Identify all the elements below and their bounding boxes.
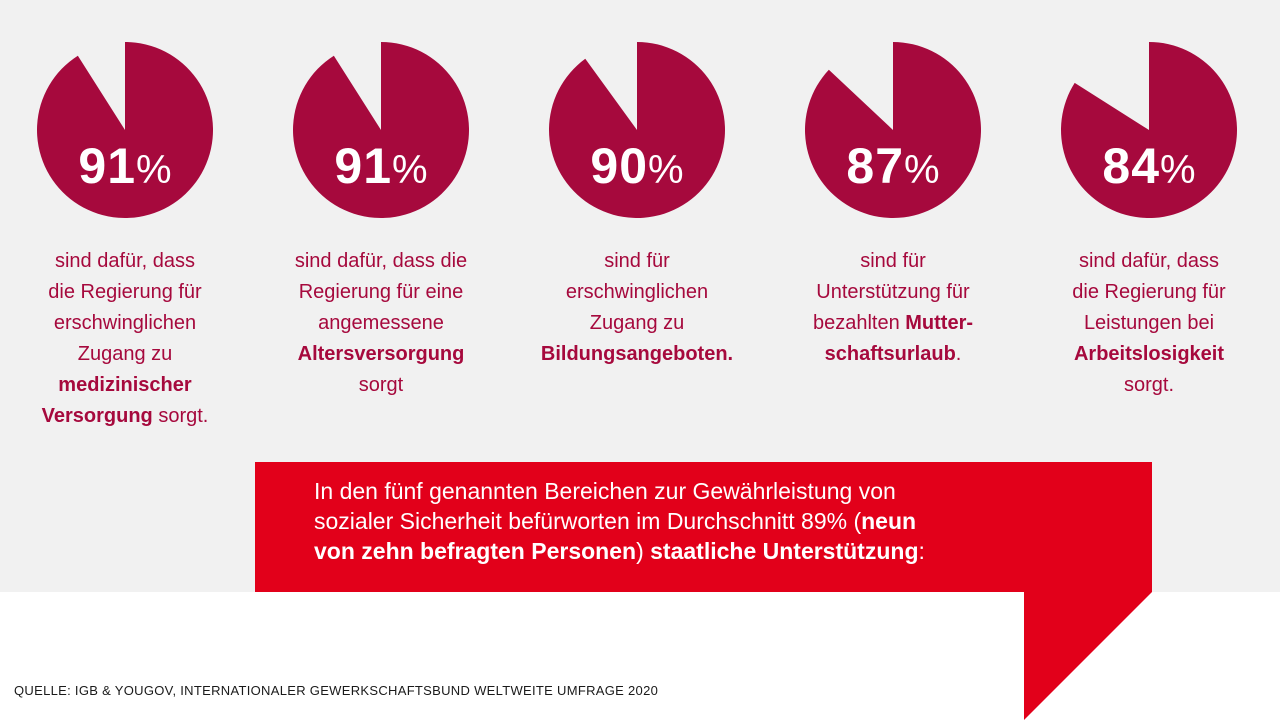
pie-slice: [805, 42, 981, 218]
percentage-label: 84%: [1024, 136, 1274, 209]
summary-line: von zehn befragten Personen) staatliche …: [314, 536, 1104, 566]
stat-description: sind für erschwinglichen Zugang zu Bildu…: [512, 246, 762, 370]
stat-arbeitslosigkeit: 84% sind dafür, dass die Regierung für L…: [1024, 0, 1274, 460]
pie-chart: [293, 42, 469, 218]
desc-line: Zugang zu: [589, 312, 685, 334]
desc-line: angemessene: [318, 312, 444, 334]
summary-text-part: :: [918, 538, 925, 564]
desc-line: sind dafür, dass die: [294, 250, 468, 272]
stat-description: sind dafür, dass die Regierung für eine …: [256, 246, 506, 401]
summary-line: sozialer Sicherheit befürworten im Durch…: [314, 506, 1104, 536]
desc-text: .: [955, 343, 962, 365]
desc-line: sind für: [604, 250, 670, 272]
summary-highlight: von zehn befragten Personen: [314, 538, 637, 564]
percentage-label: 91%: [0, 136, 250, 209]
desc-line: erschwinglichen: [53, 312, 197, 334]
summary-highlight: neun: [861, 508, 917, 534]
summary-text: In den fünf genannten Bereichen zur Gewä…: [314, 476, 1104, 566]
percentage-label: 91%: [256, 136, 506, 209]
desc-highlight: medizinischer: [58, 374, 192, 396]
percentage-value: 90: [590, 138, 649, 194]
stat-medizinische-versorgung: 91% sind dafür, dass die Regierung für e…: [0, 0, 250, 460]
percentage-value: 87: [846, 138, 905, 194]
stat-altersversorgung: 91% sind dafür, dass die Regierung für e…: [256, 0, 506, 460]
desc-line: sorgt: [358, 374, 404, 396]
desc-line: sind dafür, dass: [1078, 250, 1220, 272]
desc-highlight: Arbeitslosigkeit: [1073, 343, 1225, 365]
pie-chart: [805, 42, 981, 218]
desc-highlight: Mutter-: [905, 312, 974, 334]
pie-chart: [37, 42, 213, 218]
percent-sign: %: [904, 148, 940, 192]
summary-text-part: sozialer Sicherheit befürworten im Durch…: [314, 508, 862, 534]
source-note: QUELLE: IGB & YOUGOV, INTERNATIONALER GE…: [14, 683, 659, 698]
summary-highlight: staatliche Unterstützung: [650, 538, 919, 564]
desc-highlight: Altersversorgung: [297, 343, 465, 365]
stat-mutterschaftsurlaub: 87% sind für Unterstützung für bezahlten…: [768, 0, 1018, 460]
desc-text: bezahlten: [812, 312, 906, 334]
stat-description: sind für Unterstützung für bezahlten Mut…: [768, 246, 1018, 370]
desc-line: Regierung für eine: [298, 281, 464, 303]
summary-line: In den fünf genannten Bereichen zur Gewä…: [314, 478, 896, 504]
desc-line: sind dafür, dass: [54, 250, 196, 272]
desc-line: erschwinglichen: [565, 281, 709, 303]
pie-slice: [293, 42, 469, 218]
percentage-label: 90%: [512, 136, 762, 209]
percent-sign: %: [648, 148, 684, 192]
pie-chart: [1061, 42, 1237, 218]
stat-description: sind dafür, dass die Regierung für ersch…: [0, 246, 250, 432]
percent-sign: %: [1160, 148, 1196, 192]
pie-slice: [37, 42, 213, 218]
desc-highlight: Versorgung: [41, 405, 153, 427]
stat-bildungsangebote: 90% sind für erschwinglichen Zugang zu B…: [512, 0, 762, 460]
desc-line: die Regierung für: [48, 281, 202, 303]
percentage-label: 87%: [768, 136, 1018, 209]
stat-description: sind dafür, dass die Regierung für Leist…: [1024, 246, 1274, 401]
desc-line: Zugang zu: [77, 343, 173, 365]
percent-sign: %: [392, 148, 428, 192]
summary-text-part: ): [636, 538, 651, 564]
desc-line: Unterstützung für: [816, 281, 970, 303]
percentage-value: 84: [1102, 138, 1161, 194]
desc-highlight: Bildungsangeboten.: [540, 343, 734, 365]
pie-slice: [549, 42, 725, 218]
percent-sign: %: [136, 148, 172, 192]
pie-chart: [549, 42, 725, 218]
pie-slice: [1061, 42, 1237, 218]
percentage-value: 91: [78, 138, 137, 194]
desc-line: sorgt.: [1123, 374, 1175, 396]
desc-line: Leistungen bei: [1083, 312, 1215, 334]
desc-highlight: schaftsurlaub: [824, 343, 956, 365]
desc-text: sorgt.: [152, 405, 209, 427]
desc-line: die Regierung für: [1072, 281, 1226, 303]
percentage-value: 91: [334, 138, 393, 194]
desc-line: sind für: [860, 250, 926, 272]
